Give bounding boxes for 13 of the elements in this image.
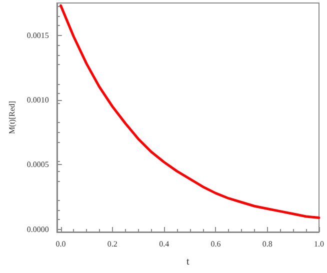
x-tick-label: 0.8 (262, 240, 272, 248)
x-tick-label: 0.4 (159, 240, 170, 248)
line-series (60, 4, 320, 220)
y-tick-label: 0.0015 (26, 30, 49, 40)
y-tick-label: 0.0005 (26, 160, 49, 170)
x-tick-label: 0.0 (56, 240, 66, 248)
x-tick-label: 0.6 (210, 240, 221, 248)
x-axis-title: t (186, 256, 190, 268)
x-tick-label: 0.2 (107, 240, 118, 248)
y-tick-label: 0.0000 (26, 224, 49, 234)
y-tick-label: 0.0010 (26, 96, 49, 105)
y-axis-title: M(t)[Red] (8, 100, 16, 134)
x-tick-label: 1.0 (314, 240, 324, 248)
